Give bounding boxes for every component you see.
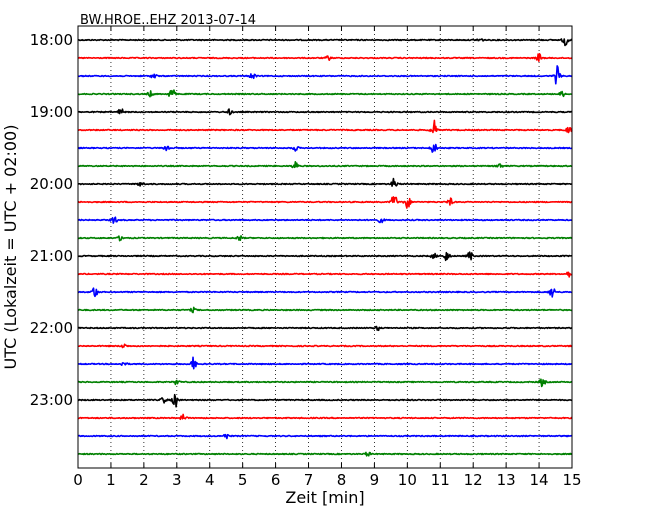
trace-line — [77, 235, 573, 242]
y-tick-label: 18:00 — [30, 31, 73, 49]
x-tick-label: 12 — [464, 471, 483, 489]
y-tick-label: 21:00 — [30, 247, 73, 265]
trace-line — [77, 287, 573, 298]
trace-line — [77, 378, 573, 388]
trace-line — [77, 413, 573, 421]
x-tick-label: 4 — [205, 471, 215, 489]
x-tick-label: 7 — [304, 471, 314, 489]
trace-line — [77, 196, 573, 209]
grid-lines — [110, 26, 540, 468]
trace-line — [77, 143, 573, 153]
x-tick-label: 0 — [73, 471, 83, 489]
trace-line — [77, 356, 573, 370]
x-tick-label: 10 — [398, 471, 417, 489]
chart-title: BW.HROE..EHZ 2013-07-14 — [80, 13, 256, 28]
x-tick-label: 14 — [530, 471, 549, 489]
trace-line — [77, 451, 573, 457]
y-axis-label: UTC (Lokalzeit = UTC + 02:00) — [1, 125, 20, 370]
x-tick-label: 3 — [172, 471, 182, 489]
x-tick-label: 6 — [271, 471, 281, 489]
trace-line — [77, 393, 573, 408]
x-axis-label: Zeit [min] — [285, 488, 364, 507]
trace-line — [77, 53, 573, 63]
trace-line — [77, 38, 573, 47]
x-tick-label: 2 — [139, 471, 149, 489]
y-tick-label: 22:00 — [30, 319, 73, 337]
y-tick-label: 19:00 — [30, 103, 73, 121]
trace-line — [77, 251, 573, 262]
y-tick-label: 23:00 — [30, 391, 73, 409]
plot-frame — [77, 25, 573, 469]
trace-line — [77, 433, 573, 440]
trace-line — [77, 65, 573, 85]
x-tick-label: 15 — [562, 471, 581, 489]
trace-line — [77, 177, 573, 187]
y-tick-label: 20:00 — [30, 175, 73, 193]
trace-line — [77, 89, 573, 98]
trace-line — [77, 161, 573, 169]
x-tick-label: 11 — [431, 471, 450, 489]
x-tick-label: 13 — [497, 471, 516, 489]
x-tick-label: 9 — [370, 471, 380, 489]
y-axis: 18:00 19:00 20:00 21:00 22:00 23:00 — [30, 31, 572, 409]
trace-line — [77, 306, 573, 314]
trace-line — [77, 325, 573, 332]
x-tick-label: 8 — [337, 471, 347, 489]
x-tick-label: 5 — [238, 471, 248, 489]
trace-line — [77, 216, 573, 224]
trace-line — [77, 271, 573, 278]
traces — [77, 38, 573, 457]
x-axis: 0 1 2 3 4 5 6 7 8 9 10 11 12 13 14 15 — [73, 26, 582, 489]
x-tick-label: 1 — [106, 471, 116, 489]
trace-line — [77, 119, 573, 134]
trace-line — [77, 108, 573, 116]
trace-line — [77, 343, 573, 349]
